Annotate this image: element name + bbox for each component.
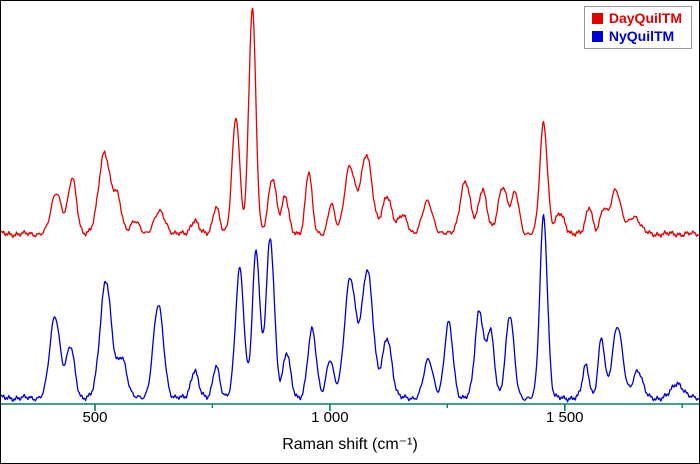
legend: DayQuilTM NyQuilTM — [583, 6, 692, 49]
series-line-NyQuilTM — [1, 213, 699, 403]
legend-swatch-icon — [591, 30, 603, 42]
legend-label: NyQuilTM — [608, 28, 675, 44]
x-tick-label-500: 500 — [82, 409, 108, 426]
legend-item-1: NyQuilTM — [591, 28, 682, 44]
x-tick-label-1000: 1 000 — [311, 409, 349, 426]
legend-swatch-icon — [591, 12, 603, 24]
x-tick-label-1500: 1 500 — [545, 409, 584, 426]
series-line-DayQuilTM — [1, 7, 699, 239]
legend-item-0: DayQuilTM — [591, 10, 682, 26]
legend-label: DayQuilTM — [608, 10, 682, 26]
x-axis-title: Raman shift (cm⁻¹) — [282, 436, 418, 453]
